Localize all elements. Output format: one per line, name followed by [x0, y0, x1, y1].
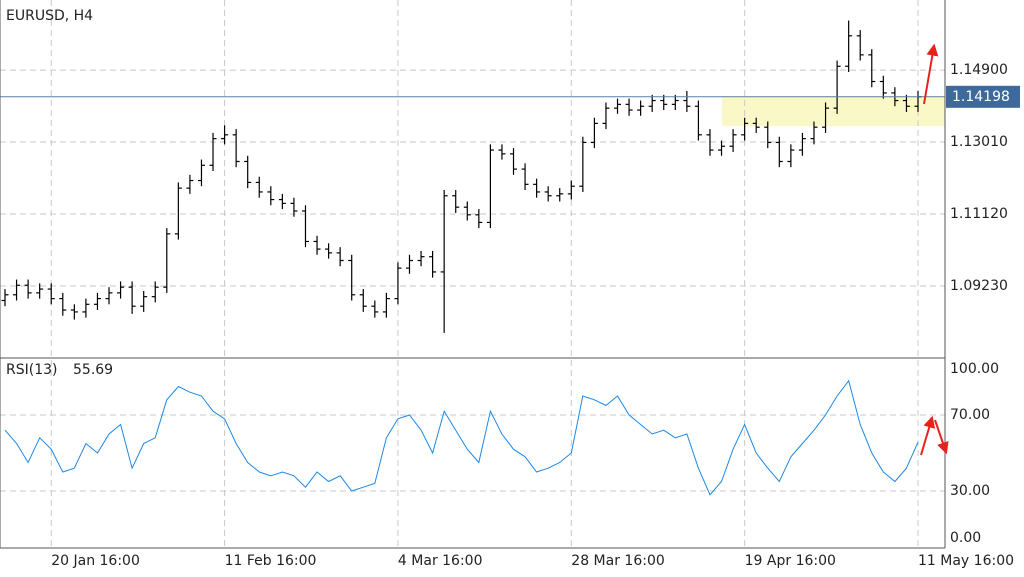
arrow — [920, 415, 936, 456]
x-tick-label: 20 Jan 16:00 — [51, 553, 140, 569]
indicator-value: 55.69 — [73, 362, 113, 378]
y-tick-label: 0.00 — [950, 530, 981, 546]
x-tick-label: 11 Feb 16:00 — [225, 553, 317, 569]
marks — [0, 20, 945, 496]
arrow — [934, 419, 949, 455]
current-price-box — [946, 85, 1020, 108]
current-price-label: 1.14198 — [952, 89, 1010, 105]
y-tick-label: 1.13010 — [950, 134, 1008, 150]
x-tick-label: 11 May 16:00 — [918, 553, 1014, 569]
indicator-title: RSI(13) — [6, 362, 57, 378]
y-tick-label: 1.09230 — [950, 278, 1008, 294]
arrow — [923, 43, 939, 105]
x-tick-label: 28 Mar 16:00 — [571, 553, 664, 569]
y-tick-label: 100.00 — [950, 361, 999, 377]
x-tick-label: 4 Mar 16:00 — [398, 553, 483, 569]
chart-title: EURUSD, H4 — [6, 8, 93, 24]
y-tick-label: 1.14900 — [950, 62, 1008, 78]
y-tick-label: 30.00 — [950, 483, 990, 499]
y-tick-label: 70.00 — [950, 407, 990, 423]
zone — [722, 96, 945, 126]
y-tick-label: 1.11120 — [950, 206, 1008, 222]
x-tick-label: 19 Apr 16:00 — [745, 553, 836, 569]
grid — [0, 0, 945, 548]
rsi-line — [4, 379, 919, 496]
